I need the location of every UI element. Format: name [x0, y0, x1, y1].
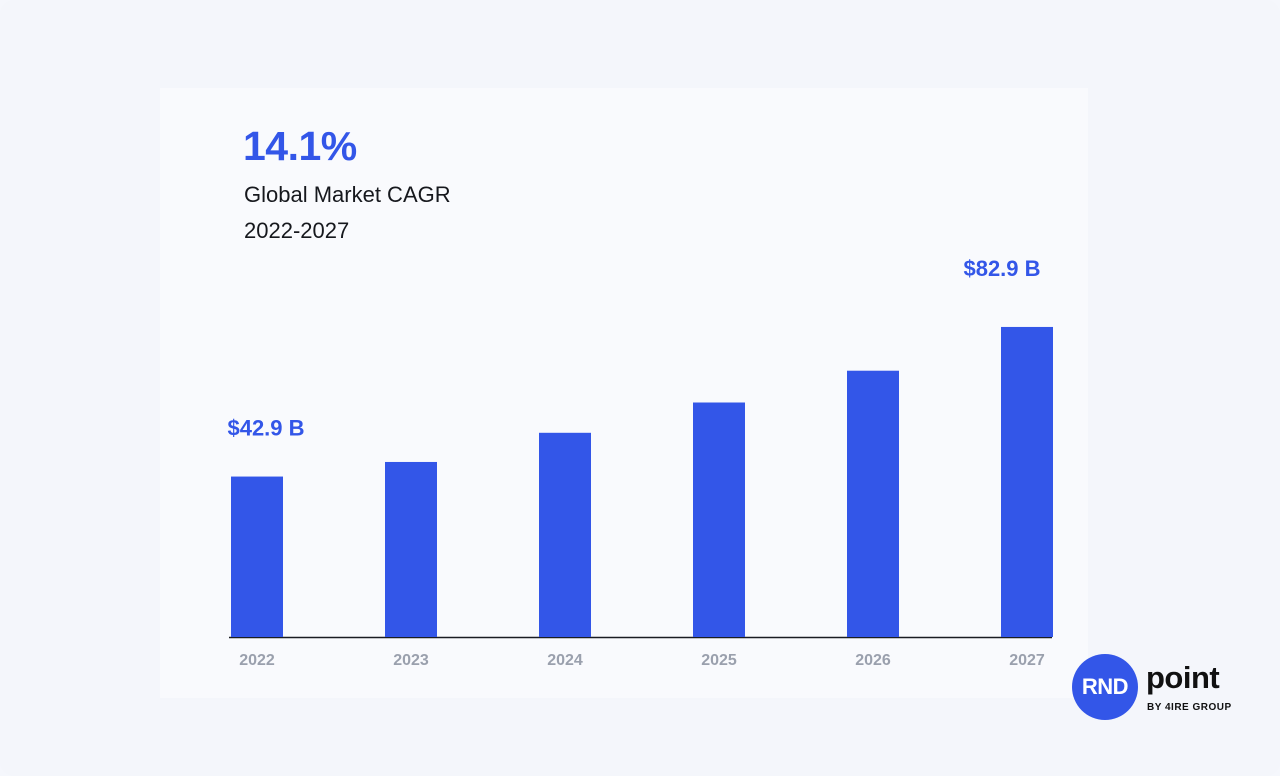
chart-card: [160, 88, 1088, 698]
bar-2027: [1001, 326, 1053, 637]
x-tick-label-2027: 2027: [1009, 652, 1045, 669]
x-tick-label-2022: 2022: [239, 652, 275, 669]
bar-2026: [847, 370, 899, 637]
logo-wordmark: point: [1146, 660, 1220, 695]
x-tick-label-2025: 2025: [701, 652, 737, 669]
x-tick-label-2026: 2026: [855, 652, 891, 669]
subtitle-line-2: 2022-2027: [244, 218, 350, 243]
data-label-2027: $82.9 B: [963, 256, 1040, 281]
logo-tagline: BY 4IRE GROUP: [1147, 702, 1232, 713]
chart-subtitle: Global Market CAGR 2022-2027: [244, 177, 451, 249]
subtitle-line-1: Global Market CAGR: [244, 182, 451, 207]
x-tick-label-2024: 2024: [547, 652, 583, 669]
logo-badge: RND: [1072, 654, 1138, 720]
bar-2024: [539, 432, 591, 637]
cagr-value: 14.1%: [243, 123, 357, 169]
brand-logo: RND point BY 4IRE GROUP: [1072, 654, 1232, 724]
x-tick-label-2023: 2023: [393, 652, 429, 669]
bar-2022: [231, 476, 283, 637]
bar-2025: [693, 402, 745, 637]
data-label-2022: $42.9 B: [227, 416, 304, 441]
bar-2023: [385, 461, 437, 637]
